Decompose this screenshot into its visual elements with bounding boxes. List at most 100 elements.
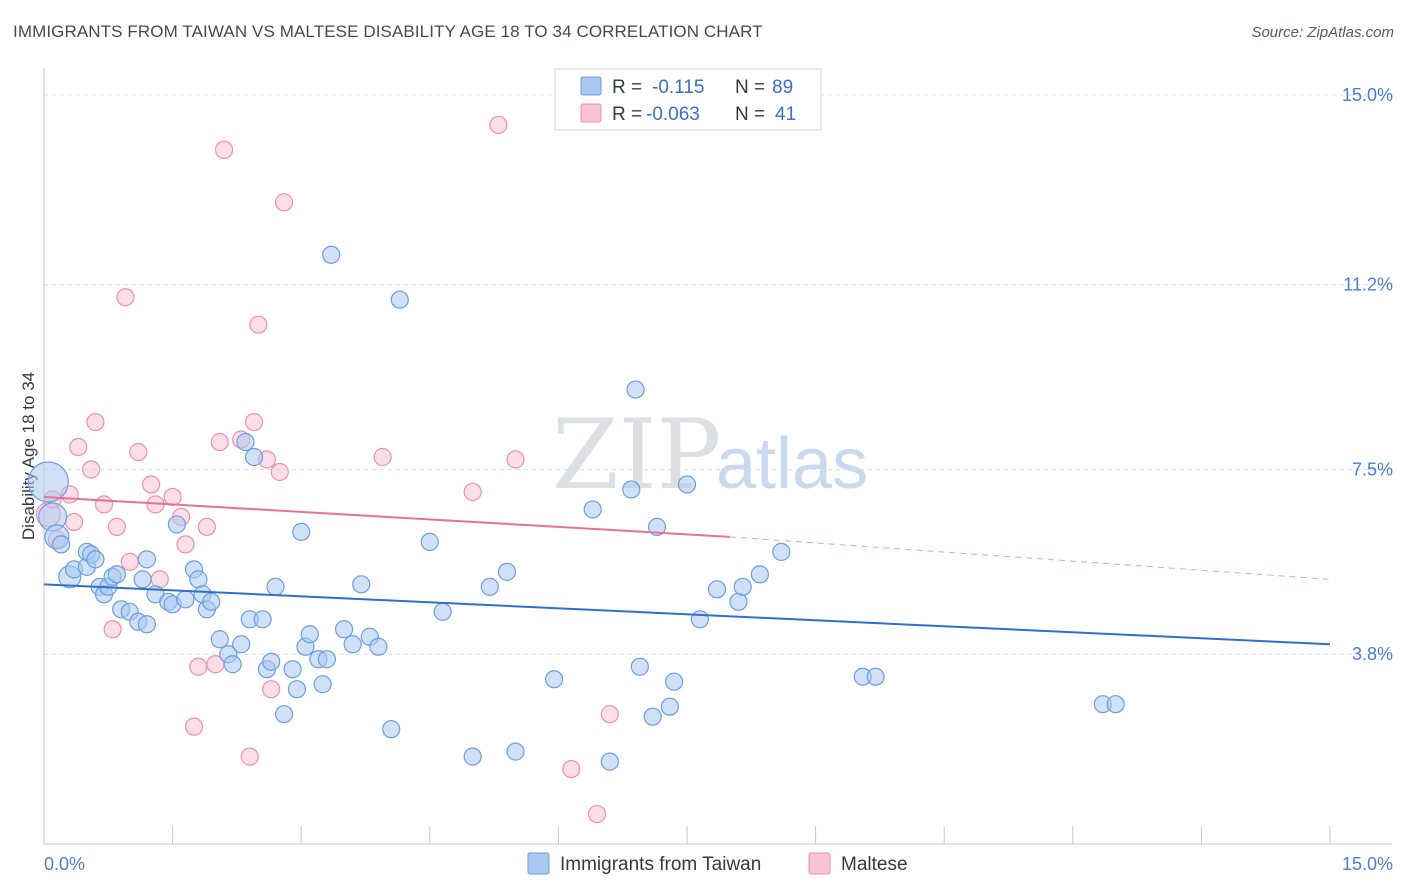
taiwan-point	[369, 637, 388, 656]
maltese-point	[86, 412, 105, 432]
legend-n-label-taiwan: N =	[735, 77, 765, 98]
maltese-point	[600, 705, 619, 724]
taiwan-point	[866, 667, 885, 686]
taiwan-point	[707, 580, 727, 599]
series-legend-swatch-taiwan	[527, 852, 550, 875]
maltese-point	[163, 487, 182, 507]
taiwan-point	[343, 635, 362, 654]
taiwan-point	[223, 655, 242, 674]
taiwan-point	[506, 742, 525, 761]
legend-swatch-taiwan	[580, 76, 602, 96]
maltese-trend-line-extension	[729, 536, 1331, 580]
series-legend-label-taiwan: Immigrants from Taiwan	[560, 854, 761, 875]
taiwan-point	[660, 697, 679, 716]
y-axis-tick-labels: 3.8% 7.5% 11.2% 15.0%	[1342, 85, 1393, 664]
taiwan-point	[729, 592, 748, 611]
taiwan-point	[176, 590, 195, 609]
taiwan-point	[665, 672, 684, 691]
maltese-point	[214, 140, 234, 159]
x-tick-label-max: 15.0%	[1342, 854, 1393, 874]
maltese-point	[587, 804, 607, 824]
maltese-point	[142, 475, 161, 494]
taiwan-point	[390, 290, 409, 309]
taiwan-point	[86, 550, 105, 569]
trend-lines	[43, 495, 1331, 646]
taiwan-point	[420, 532, 439, 551]
taiwan-point	[772, 542, 791, 561]
taiwan-points	[27, 245, 1125, 771]
taiwan-point	[27, 461, 69, 503]
x-tick-label-min: 0.0%	[44, 854, 85, 874]
maltese-point	[107, 517, 126, 537]
taiwan-point	[262, 652, 281, 671]
legend-r-label-taiwan: R =	[612, 77, 642, 98]
taiwan-point	[253, 610, 272, 629]
maltese-point	[120, 552, 139, 571]
taiwan-point	[630, 657, 649, 676]
maltese-point	[262, 680, 281, 699]
legend-r-value-taiwan: -0.115	[652, 77, 704, 98]
taiwan-point	[283, 660, 302, 679]
taiwan-point	[292, 522, 311, 542]
y-axis-label: Disability Age 18 to 34	[19, 372, 38, 540]
series-legend-label-maltese: Maltese	[841, 854, 908, 875]
grid-lines	[44, 94, 1392, 655]
taiwan-point	[300, 625, 319, 644]
legend-n-value-taiwan: 89	[772, 77, 793, 98]
series-legend: Immigrants from Taiwan Maltese	[527, 852, 908, 875]
maltese-point	[129, 442, 148, 462]
y-tick-label: 11.2%	[1343, 275, 1393, 295]
chart-title: IMMIGRANTS FROM TAIWAN VS MALTESE DISABI…	[13, 22, 763, 41]
taiwan-point	[210, 630, 229, 649]
taiwan-point	[600, 752, 619, 771]
maltese-point	[64, 512, 84, 532]
maltese-point	[463, 482, 482, 502]
taiwan-point	[382, 720, 401, 739]
taiwan-point	[583, 500, 602, 519]
taiwan-point	[622, 480, 641, 499]
watermark-atlas: atlas	[716, 424, 868, 504]
taiwan-point	[433, 602, 452, 621]
y-tick-label: 7.5%	[1352, 459, 1393, 479]
watermark: ZIP atlas	[552, 399, 868, 511]
taiwan-point	[463, 747, 482, 766]
maltese-point	[489, 115, 508, 135]
taiwan-point	[626, 380, 645, 399]
maltese-point	[240, 747, 259, 766]
x-axis-ticks	[172, 826, 1331, 844]
taiwan-point	[232, 635, 251, 654]
y-tick-label: 15.0%	[1342, 85, 1393, 105]
taiwan-point	[545, 670, 564, 689]
taiwan-point	[1106, 695, 1125, 714]
legend-n-label-maltese: N =	[735, 104, 765, 125]
taiwan-point	[244, 447, 264, 467]
taiwan-point	[137, 615, 156, 634]
taiwan-point	[189, 570, 208, 589]
stats-legend: R = -0.115 N = 89 R = -0.063 N = 41	[554, 68, 822, 131]
maltese-point	[274, 193, 294, 212]
maltese-point	[94, 495, 114, 514]
legend-r-value-maltese: -0.063	[646, 104, 700, 125]
taiwan-point	[266, 577, 285, 596]
source-label: Source: ZipAtlas.com	[1251, 24, 1394, 41]
taiwan-point	[750, 565, 769, 584]
taiwan-point	[480, 577, 499, 596]
taiwan-point	[52, 535, 71, 554]
maltese-point	[184, 717, 204, 736]
taiwan-point	[647, 517, 667, 537]
maltese-point	[506, 450, 525, 469]
legend-swatch-maltese	[580, 103, 602, 123]
maltese-point	[176, 535, 195, 554]
taiwan-point	[107, 565, 126, 584]
maltese-point	[244, 412, 264, 432]
y-tick-label: 3.8%	[1352, 644, 1393, 664]
maltese-point	[82, 460, 101, 479]
taiwan-point	[352, 575, 371, 594]
taiwan-point	[733, 577, 752, 596]
legend-n-value-maltese: 41	[775, 104, 796, 125]
axes	[43, 68, 1392, 845]
taiwan-point	[287, 680, 307, 699]
taiwan-point	[690, 610, 709, 629]
legend-r-label-maltese: R =	[612, 104, 642, 125]
